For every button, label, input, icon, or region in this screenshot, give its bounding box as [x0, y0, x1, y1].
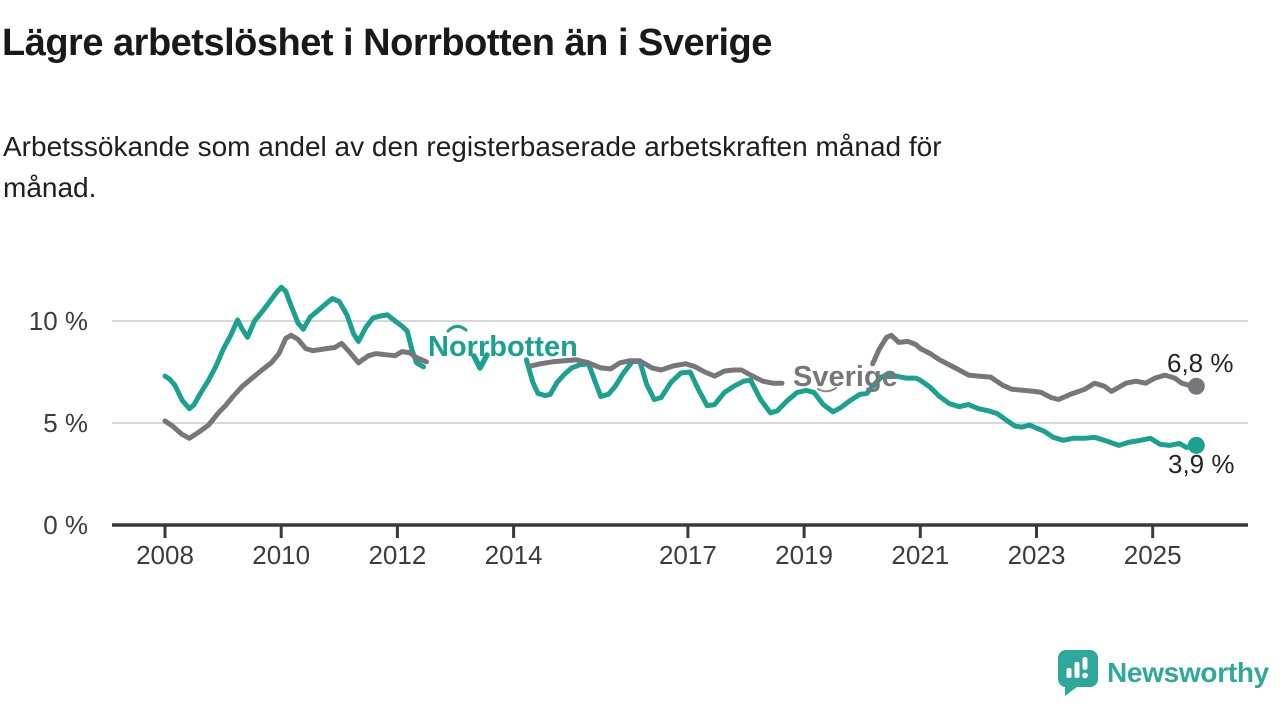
x-tick-label-2010: 2010 [252, 540, 310, 570]
x-axis: 2008 2010 2012 2014 2017 2019 2021 2023 2025 [112, 523, 1248, 570]
norrbotten-end-value-label: 3,9 % [1168, 449, 1235, 479]
x-tick-label-2008: 2008 [136, 540, 194, 570]
norrbotten-end-dot [1187, 436, 1205, 454]
newsworthy-logo-text: Newsworthy [1107, 657, 1269, 688]
sverige-line-segment-1 [162, 332, 429, 441]
newsworthy-logo-icon [1058, 650, 1098, 696]
sverige-line-segment-2 [528, 357, 785, 386]
norrbotten-arrow-head-icon [471, 352, 490, 371]
newsworthy-logo: Newsworthy [1058, 650, 1269, 696]
gridlines-and-y-labels: 10 % 5 % 0 % [29, 306, 1248, 540]
sverige-end-dot [1187, 377, 1205, 395]
y-tick-label-10: 10 % [29, 306, 88, 336]
logo-exclamation-dot [1082, 672, 1088, 679]
sverige-end-value-label: 6,8 % [1167, 348, 1234, 378]
x-tick-label-2019: 2019 [775, 540, 833, 570]
sverige-underline-icon [817, 387, 837, 393]
x-tick-label-2012: 2012 [368, 540, 426, 570]
series-lines [162, 284, 1205, 454]
norrbotten-line-segment-2 [523, 357, 1199, 450]
norrbotten-line-segment-1 [162, 284, 426, 412]
sverige-series-label: Sverige [793, 361, 898, 393]
y-tick-label-5: 5 % [43, 408, 88, 438]
x-tick-label-2025: 2025 [1124, 540, 1182, 570]
logo-bar-short [1066, 668, 1072, 678]
norrbotten-series-label: Norrbotten [428, 331, 578, 363]
x-tick-label-2023: 2023 [1008, 540, 1066, 570]
x-tick-label-2017: 2017 [659, 540, 717, 570]
y-tick-label-0: 0 % [43, 510, 88, 540]
sverige-line-segment-3 [870, 332, 1199, 402]
x-tick-label-2021: 2021 [891, 540, 949, 570]
x-tick-label-2014: 2014 [485, 540, 543, 570]
subtitle-line-2: månad. [3, 172, 97, 203]
logo-exclamation-bar [1082, 657, 1088, 670]
page-subtitle: Arbetssökande som andel av den registerb… [3, 126, 942, 208]
annotations: Norrbotten Sverige 6,8 % 3,9 % [428, 324, 1235, 479]
page-title: Lägre arbetslöshet i Norrbotten än i Sve… [2, 22, 772, 64]
subtitle-line-1: Arbetssökande som andel av den registerb… [3, 131, 942, 162]
norrbotten-arrow-swoosh-icon [446, 324, 468, 333]
logo-bar-tall [1074, 662, 1080, 678]
